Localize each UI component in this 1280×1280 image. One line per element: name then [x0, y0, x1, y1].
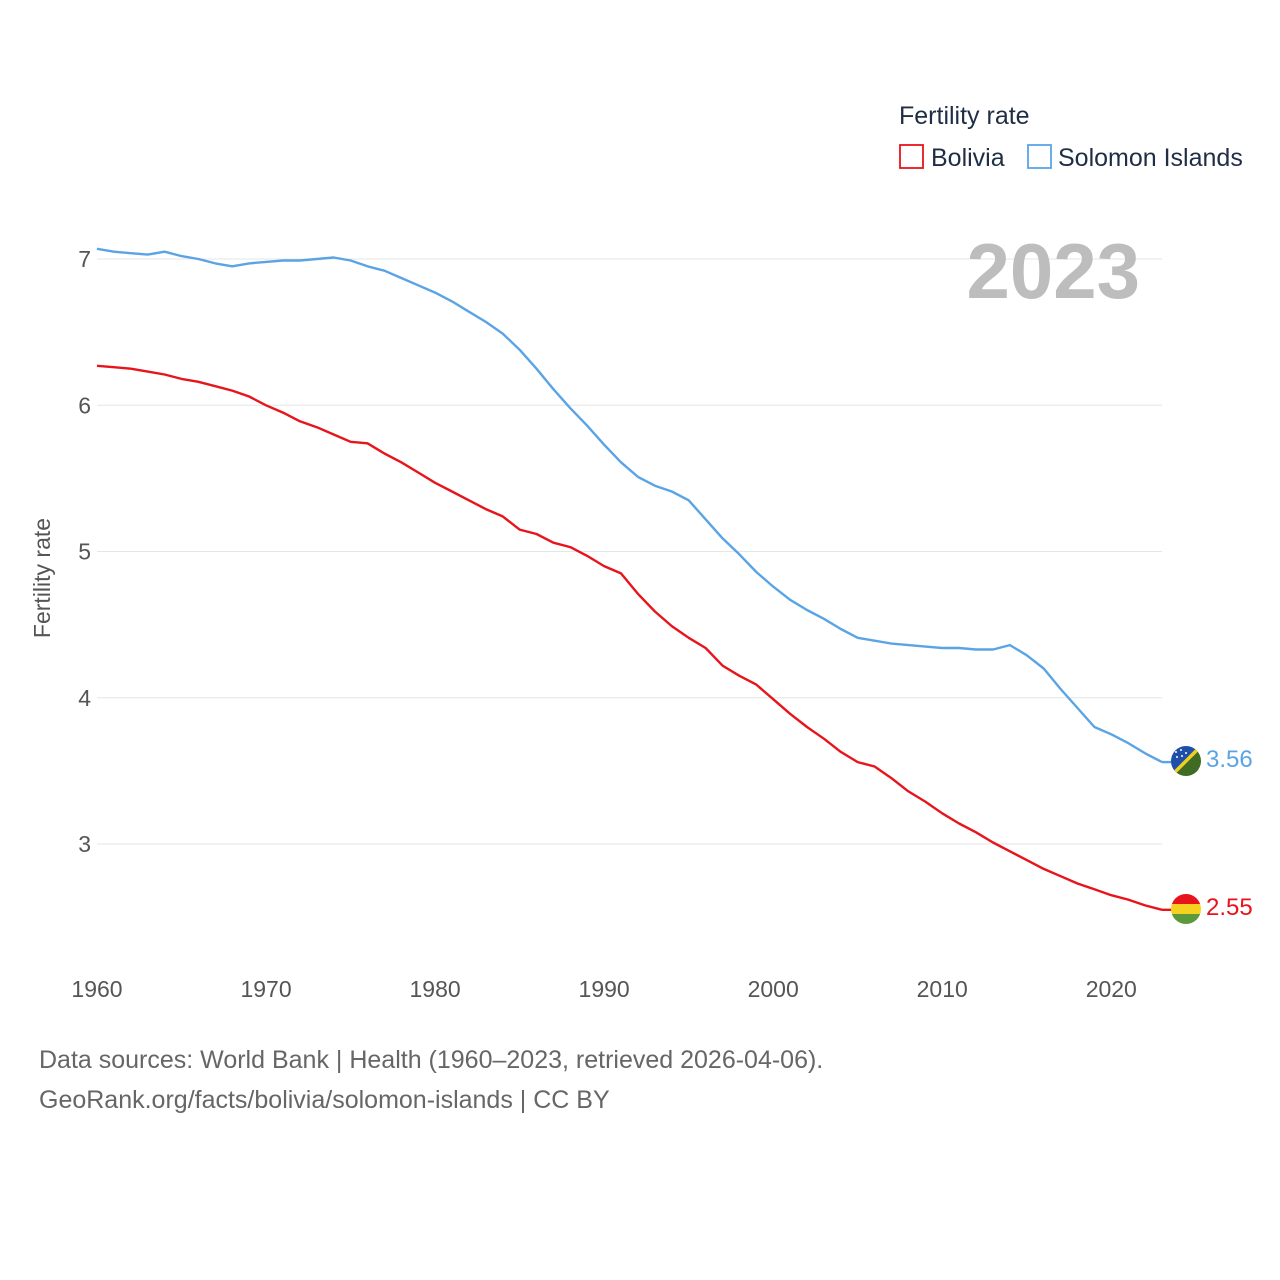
x-axis-ticks: 1960 1970 1980 1990 2000 2010 2020	[71, 976, 1136, 1002]
y-axis-ticks: 3 4 5 6 7	[78, 246, 91, 857]
footer-sources: Data sources: World Bank | Health (1960–…	[39, 1046, 824, 1074]
current-year-label: 2023	[966, 227, 1140, 315]
y-tick-label: 4	[78, 685, 91, 711]
bolivia-end-value: 2.55	[1206, 894, 1253, 921]
legend-title: Fertility rate	[899, 102, 1030, 130]
x-tick-label: 1990	[579, 976, 630, 1002]
x-tick-label: 2010	[917, 976, 968, 1002]
legend-swatch-solomon-islands[interactable]	[1027, 144, 1052, 169]
y-tick-label: 6	[78, 392, 91, 418]
y-tick-label: 5	[78, 539, 91, 565]
y-tick-label: 7	[78, 246, 91, 272]
bolivia-flag-icon	[1171, 894, 1201, 924]
legend-label-solomon-islands[interactable]: Solomon Islands	[1058, 144, 1243, 172]
solomon-islands-end-value: 3.56	[1206, 746, 1253, 773]
series-line-solomon-islands[interactable]	[96, 247, 1163, 764]
x-tick-label: 2020	[1086, 976, 1137, 1002]
series-line-bolivia[interactable]	[96, 364, 1163, 911]
legend: Fertility rate Bolivia Solomon Islands	[899, 102, 1243, 172]
series-lines	[96, 247, 1172, 912]
x-tick-label: 2000	[748, 976, 799, 1002]
legend-swatch-bolivia[interactable]	[899, 144, 924, 169]
x-tick-label: 1980	[410, 976, 461, 1002]
footer-attribution: GeoRank.org/facts/bolivia/solomon-island…	[39, 1086, 610, 1114]
legend-label-bolivia[interactable]: Bolivia	[931, 144, 1005, 172]
x-tick-label: 1960	[71, 976, 122, 1002]
y-axis-label: Fertility rate	[29, 518, 55, 638]
gridlines	[97, 258, 1162, 845]
solomon-islands-flag-icon	[1171, 746, 1201, 776]
x-tick-label: 1970	[240, 976, 291, 1002]
y-tick-label: 3	[78, 831, 91, 857]
